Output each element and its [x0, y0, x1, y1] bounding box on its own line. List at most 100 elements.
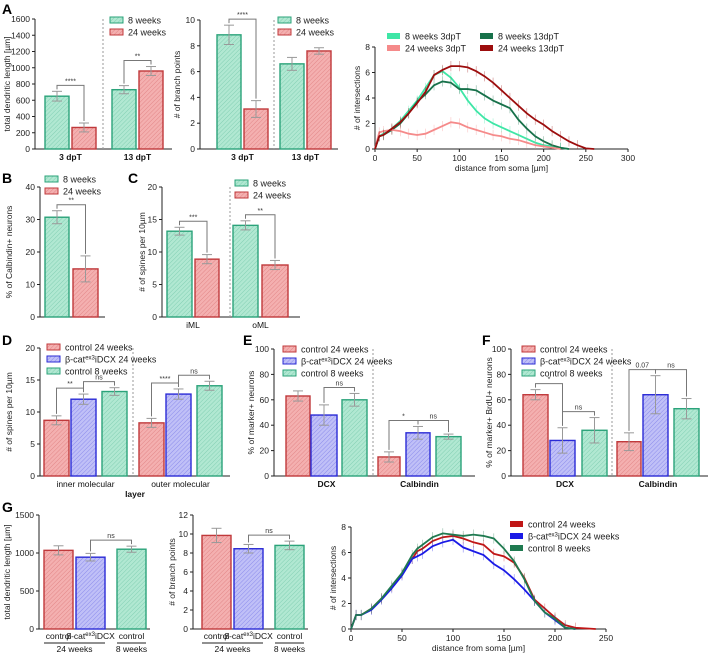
legend-label: control 8 weeks	[65, 367, 128, 377]
x-tick-label: 0	[373, 153, 378, 163]
significance-label: ****	[237, 12, 248, 19]
significance-bracket	[245, 214, 276, 259]
y-tick-label: 8	[190, 41, 195, 51]
legend-item: control 24 weeks	[521, 345, 608, 355]
category-label: outer molecular	[151, 479, 210, 489]
legend-item: 8 weeks	[44, 175, 97, 185]
category-label: DCX	[318, 479, 336, 489]
legend-label: 24 weeks 13dpT	[498, 44, 565, 54]
legend-swatch	[521, 369, 536, 377]
legend-item: control 24 weeks	[282, 345, 369, 355]
y-tick-label: 0	[365, 144, 370, 154]
significance-bracket	[179, 220, 208, 253]
x-tick-label: 200	[537, 153, 551, 163]
bar-label: β-catex3iDCX	[66, 631, 115, 641]
y-tick-label: 0	[501, 471, 506, 481]
panel-label-b: B	[2, 170, 12, 186]
bar	[435, 435, 462, 477]
x-tick-label: 100	[452, 153, 466, 163]
y-tick-label: 0	[152, 312, 157, 322]
significance-bracket	[56, 84, 85, 121]
significance-label: ns	[107, 533, 115, 540]
bar-label: control	[46, 631, 72, 641]
y-tick-label: 40	[497, 420, 507, 430]
legend-label: 8 weeks	[63, 175, 97, 185]
y-tick-label: 0	[190, 144, 195, 154]
y-tick-label: 0	[341, 624, 346, 634]
legend-swatch	[277, 28, 292, 36]
category-label: inner molecular	[56, 479, 114, 489]
y-tick-label: 40	[260, 420, 270, 430]
legend-item: β-catex3iDCX 24 weeks	[282, 357, 393, 367]
significance-bracket	[323, 386, 355, 403]
y-tick-label: 20	[26, 247, 36, 257]
bar	[116, 548, 147, 630]
legend-swatch	[46, 367, 61, 375]
significance-bracket	[83, 381, 115, 393]
bar	[279, 63, 305, 150]
y-axis-label: total dendritic length [µm]	[2, 524, 12, 619]
significance-label: ns	[430, 413, 438, 420]
significance-label: ns	[265, 528, 273, 535]
y-axis-label: # of spines per 10µm	[137, 212, 147, 292]
bar	[44, 95, 70, 150]
bar	[138, 70, 164, 150]
bar	[43, 549, 74, 630]
significance-bracket	[562, 411, 595, 426]
legend-label: β-catex3iDCX 24 weeks	[65, 355, 157, 365]
legend-item: control 8 weeks	[282, 369, 364, 379]
significance-label: 0.07	[635, 363, 649, 370]
legend-item: control 8 weeks	[46, 367, 128, 377]
y-tick-label: 60	[497, 395, 507, 405]
y-axis-label: # of intersections	[352, 66, 362, 130]
legend-swatch	[46, 343, 61, 351]
legend-label: control 8 weeks	[301, 369, 364, 379]
y-tick-label: 0	[25, 144, 30, 154]
x-tick-label: 300	[621, 153, 635, 163]
significance-label: **	[67, 381, 73, 388]
legend-swatch	[510, 533, 523, 539]
bar	[673, 407, 700, 477]
y-tick-label: 30	[26, 215, 36, 225]
y-tick-label: 2	[190, 118, 195, 128]
legend-label: 8 weeks 13dpT	[498, 32, 560, 42]
chart-d: 0 5 10 15 20 # of spines per 10µm ** ns **** ns in…	[4, 343, 230, 499]
y-tick-label: 0	[30, 471, 35, 481]
bar	[216, 34, 242, 150]
legend-label: 8 weeks	[296, 16, 330, 26]
legend-item: 8 weeks	[234, 179, 287, 189]
legend-label: control 24 weeks	[540, 345, 608, 355]
y-tick-label: 1400	[11, 30, 30, 40]
legend-swatch	[109, 28, 124, 36]
y-axis-label: # of intersections	[328, 546, 338, 610]
bar	[341, 399, 368, 477]
y-tick-label: 1000	[11, 63, 30, 73]
y-tick-label: 1200	[11, 47, 30, 57]
y-tick-label: 10	[179, 529, 189, 539]
bar	[166, 230, 193, 318]
group-label: 24 weeks	[215, 644, 251, 654]
legend-swatch	[46, 355, 61, 363]
y-axis-label: % of Calbindin+ neurons	[4, 206, 14, 299]
legend-swatch	[480, 33, 493, 39]
category-label: DCX	[556, 479, 574, 489]
y-tick-label: 0	[264, 471, 269, 481]
bar	[243, 108, 269, 150]
y-tick-label: 10	[26, 280, 36, 290]
group-label: 24 weeks	[57, 644, 93, 654]
y-tick-label: 6	[341, 548, 346, 558]
legend-label: control 8 weeks	[528, 544, 591, 554]
bar	[196, 385, 223, 477]
x-tick-label: 200	[548, 633, 562, 643]
y-tick-label: 500	[20, 586, 34, 596]
significance-label: **	[258, 208, 264, 215]
category-label: Calbindin	[400, 479, 439, 489]
bar	[261, 264, 289, 318]
legend-swatch	[480, 45, 493, 51]
y-tick-label: 20	[497, 446, 507, 456]
y-tick-label: 20	[148, 182, 158, 192]
y-tick-label: 10	[186, 15, 196, 25]
bar	[165, 393, 192, 477]
